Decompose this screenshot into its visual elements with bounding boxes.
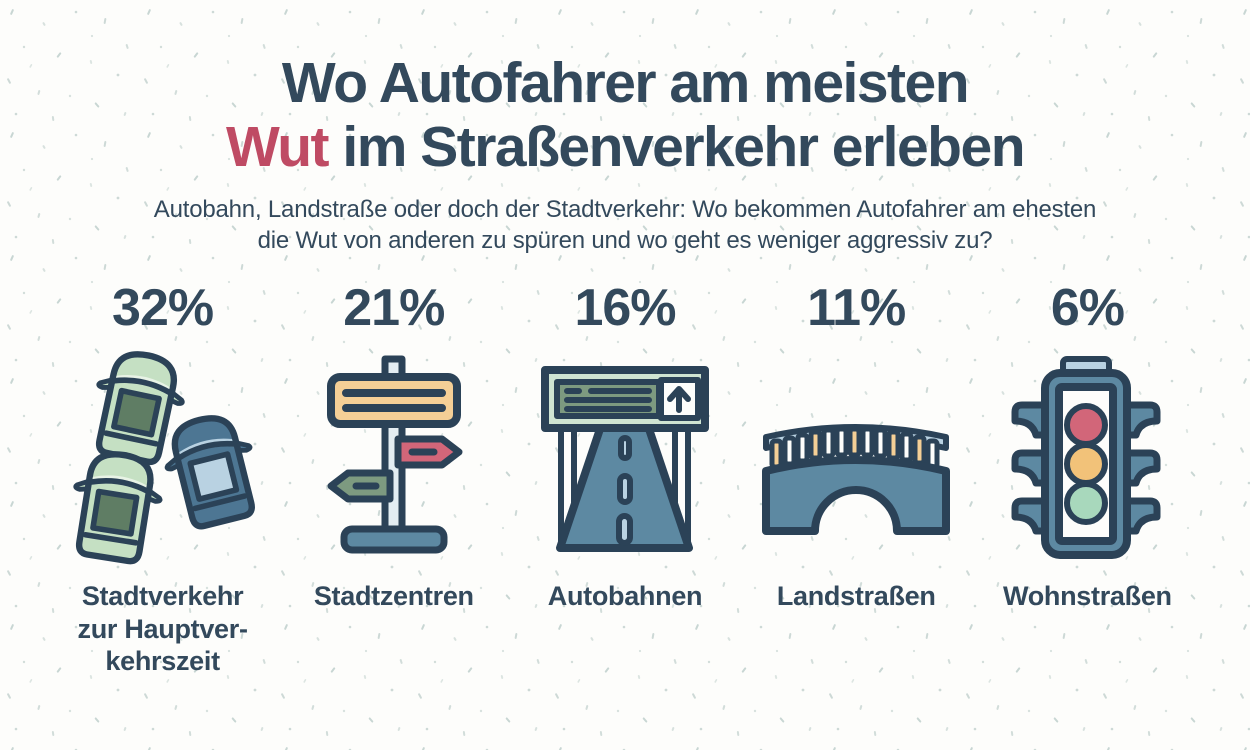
- bridge-icon: [744, 346, 969, 568]
- stats-row: 32% Stadtverkehr zur Hauptver- kehrszeit: [50, 281, 1200, 678]
- signpost-icon: [281, 346, 506, 568]
- stat-percent: 16%: [574, 279, 676, 337]
- stat-label: Landstraßen: [776, 580, 936, 611]
- stat-label: Autobahnen: [547, 580, 703, 611]
- title-accent-word: Wut: [225, 114, 330, 179]
- stat-percent: 21%: [343, 279, 445, 337]
- page-title: Wo Autofahrer am meisten Wut im Straßenv…: [0, 51, 1250, 180]
- header: Wo Autofahrer am meisten Wut im Straßenv…: [0, 0, 1250, 257]
- stat-label: Stadtzentren: [313, 580, 474, 611]
- infographic: Wo Autofahrer am meisten Wut im Straßenv…: [0, 0, 1250, 678]
- stat-column-autobahnen: 16% Autobahnen: [512, 281, 737, 678]
- stat-label: Wohnstraßen: [1003, 580, 1172, 611]
- stat-percent: 32%: [112, 279, 214, 337]
- stat-column-stadtzentren: 21% Stadtzentren: [281, 281, 506, 678]
- stat-percent: 6%: [1050, 279, 1125, 337]
- stat-percent: 11%: [807, 279, 906, 337]
- highway-sign-icon: [512, 346, 737, 568]
- traffic-jam-cars-icon: [50, 346, 275, 568]
- title-line2-rest: im Straßenverkehr erleben: [328, 114, 1025, 179]
- stat-label: Stadtverkehr zur Hauptver- kehrszeit: [77, 580, 248, 677]
- stat-column-wohnstrassen: 6%: [975, 281, 1200, 678]
- stat-column-landstrassen: 11%: [744, 281, 969, 678]
- stat-column-stadtverkehr: 32% Stadtverkehr zur Hauptver- kehrszeit: [50, 281, 275, 678]
- traffic-light-icon: [975, 346, 1200, 568]
- subtitle: Autobahn, Landstraße oder doch der Stadt…: [153, 195, 1097, 255]
- title-line1: Wo Autofahrer am meisten: [281, 51, 970, 115]
